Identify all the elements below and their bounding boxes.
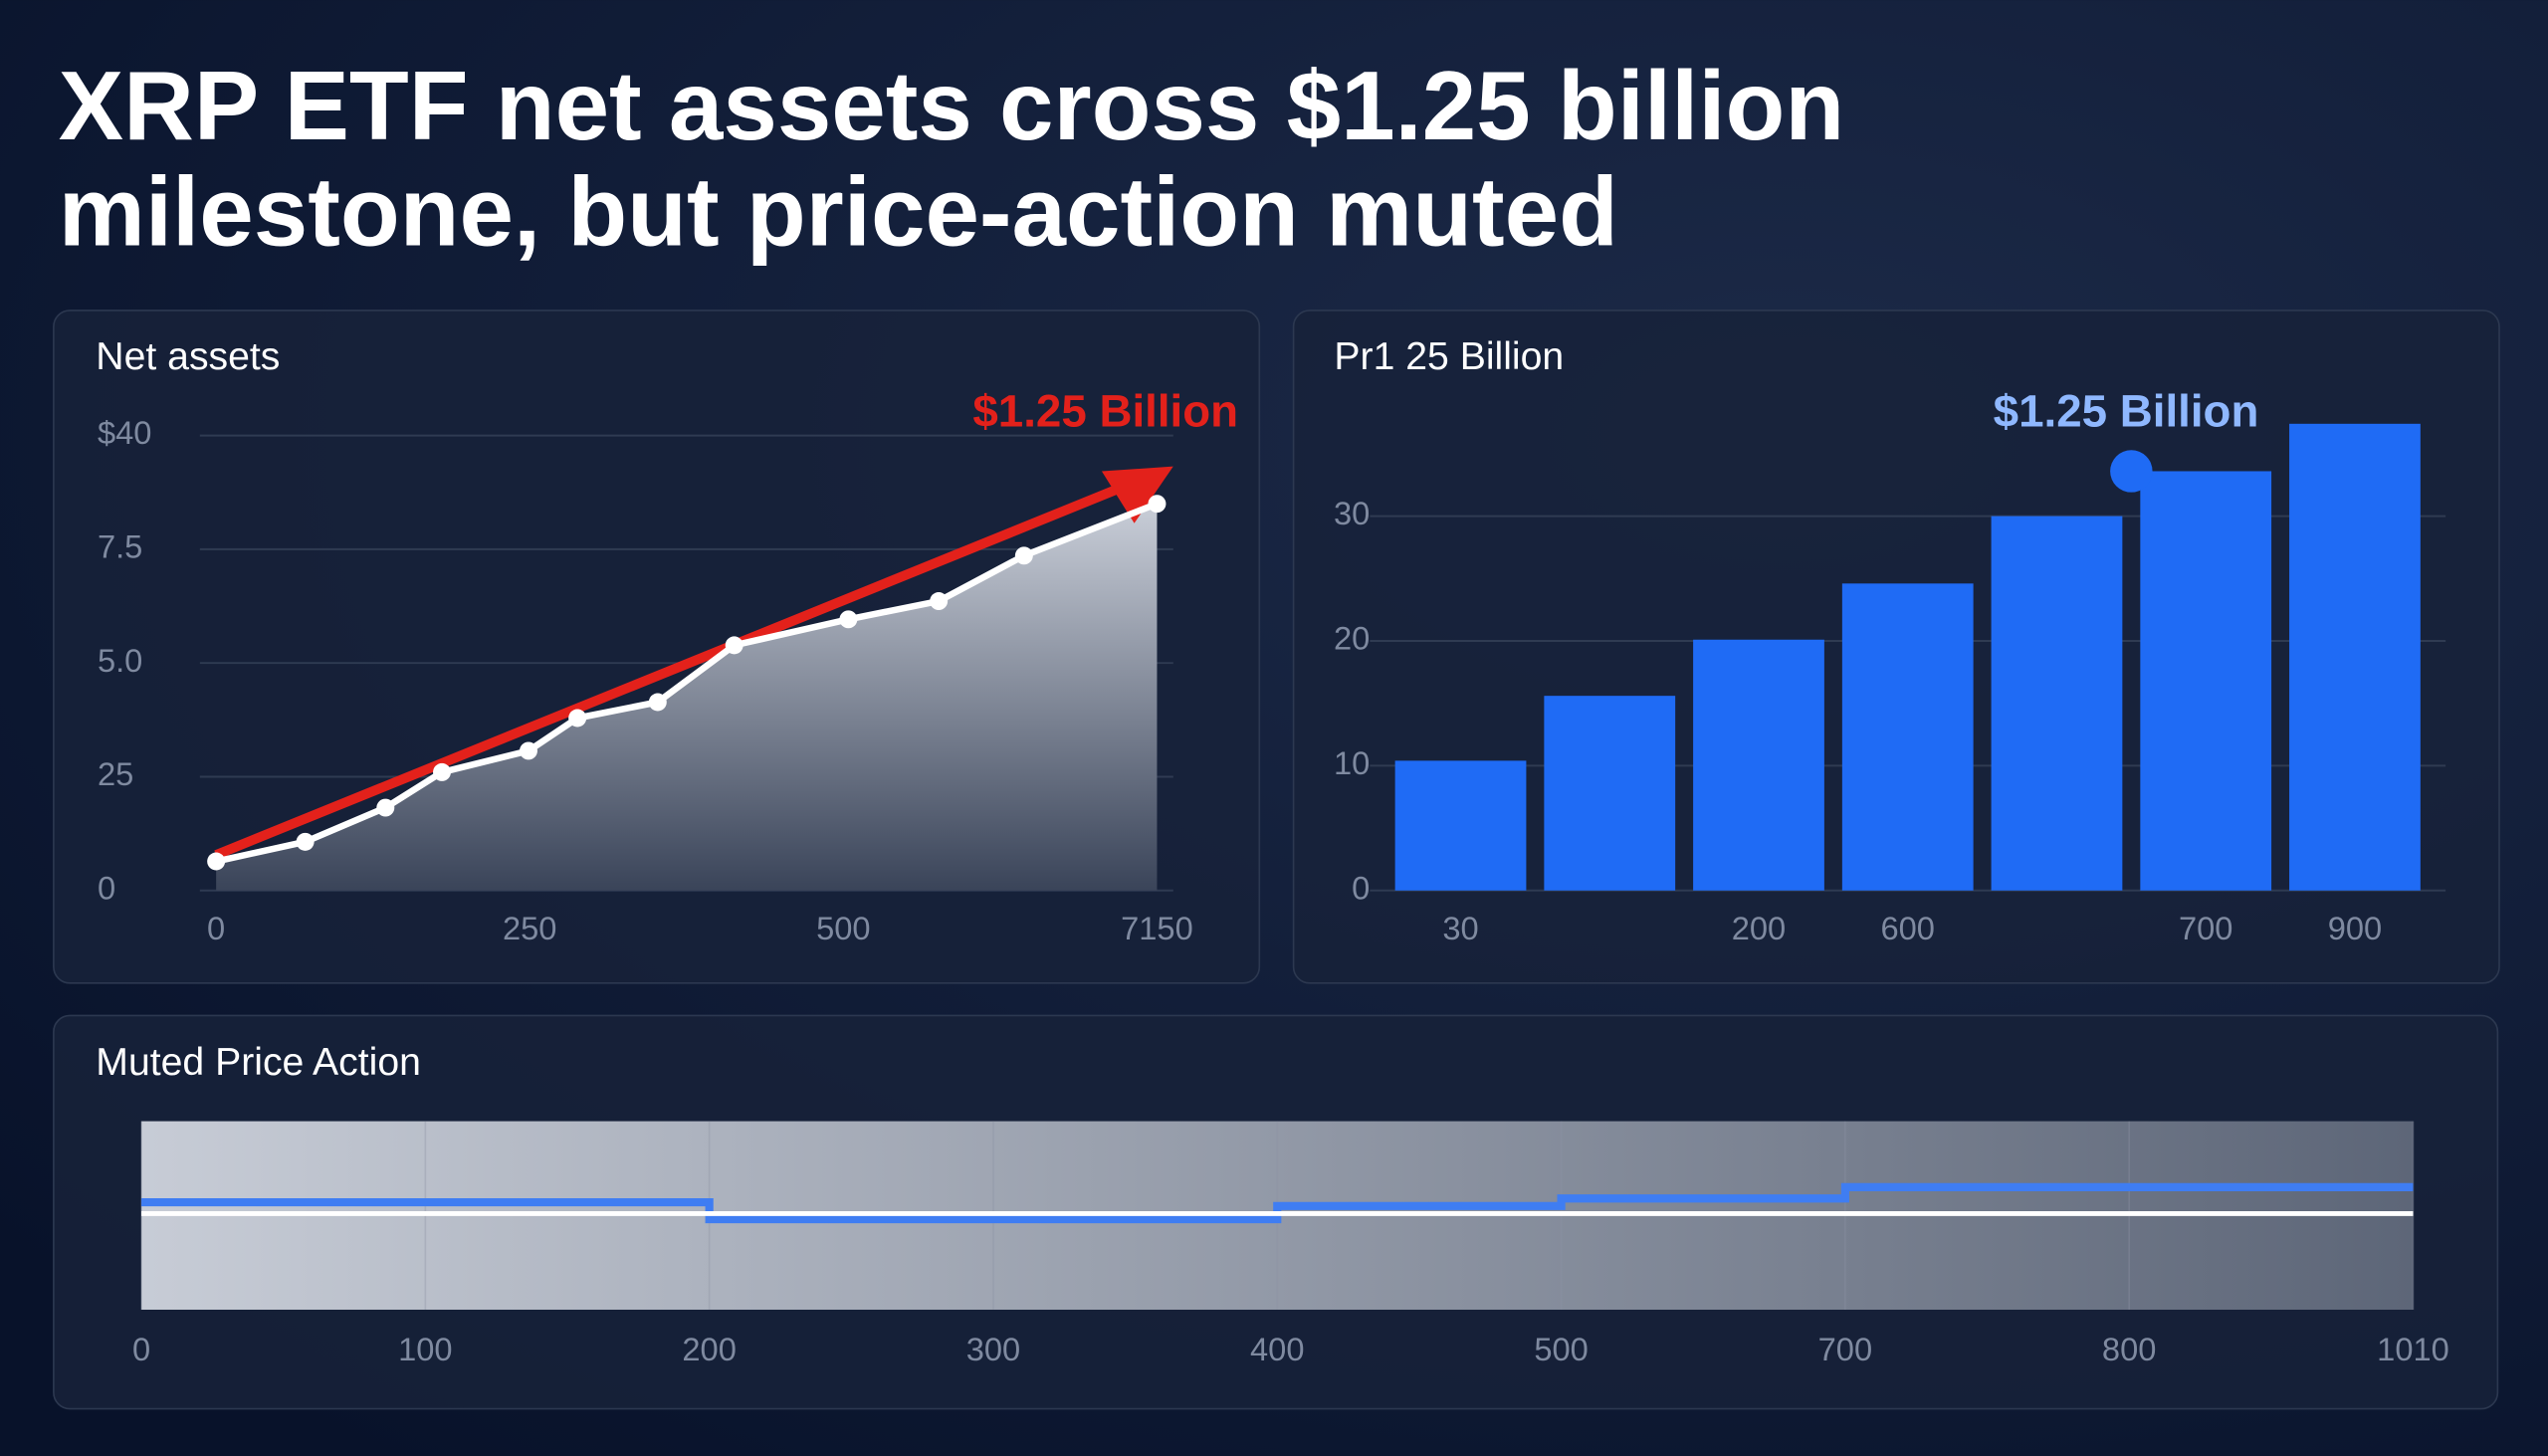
point (1148, 495, 1167, 514)
x-tick-label: 250 (503, 910, 556, 946)
point (930, 592, 949, 611)
y-tick-label: $40 (98, 414, 151, 451)
page-title: milestone, but price-action muted (59, 156, 1618, 266)
x-tick-label: 700 (2179, 910, 2232, 946)
y-tick-label: 7.5 (98, 528, 142, 565)
panel-title: Pr1 25 Billion (1334, 335, 1564, 378)
line (141, 1182, 2414, 1224)
x-tick-label: 100 (398, 1331, 452, 1367)
point (520, 741, 537, 760)
x-tick-label: 30 (1442, 910, 1478, 946)
x-tick-label: 800 (2102, 1331, 2156, 1367)
y-tick-label: 30 (1334, 495, 1370, 531)
bar (2289, 423, 2421, 891)
bar (1841, 583, 1974, 891)
x-tick-label: 500 (816, 910, 870, 946)
x-tick-label: 200 (1732, 910, 1786, 946)
point (376, 798, 395, 817)
y-tick-label: 10 (1334, 744, 1370, 781)
y-tick-label: 20 (1334, 620, 1370, 657)
x-tick-label: 7150 (1121, 910, 1193, 946)
page-title: XRP ETF net assets cross $1.25 billion (59, 51, 1844, 160)
point (1014, 546, 1033, 565)
y-tick-label: 25 (98, 755, 133, 792)
bar (2140, 471, 2272, 891)
panel-title: Net assets (96, 335, 280, 378)
trend-arrow-head (1101, 466, 1173, 523)
x-tick-label: 1010 (2377, 1331, 2449, 1367)
y-tick-label: 0 (1352, 869, 1370, 906)
point (725, 636, 743, 655)
x-tick-label: 300 (966, 1331, 1020, 1367)
point (568, 709, 587, 728)
panel-title: Muted Price Action (96, 1041, 421, 1084)
annotation-dot (2110, 450, 2153, 493)
annotation: $1.25 Billion (1994, 385, 2259, 436)
point (207, 852, 226, 871)
x-tick-label: 900 (2328, 910, 2382, 946)
line (215, 501, 1159, 865)
bar (1693, 639, 1824, 891)
x-tick-label: 700 (1818, 1331, 1872, 1367)
bar (1394, 760, 1527, 891)
annotation: $1.25 Billion (972, 385, 1238, 436)
x-tick-label: 500 (1534, 1331, 1588, 1367)
bar (1544, 696, 1676, 891)
x-tick-label: 600 (1881, 910, 1935, 946)
point (296, 832, 315, 851)
point (433, 762, 451, 781)
x-tick-label: 200 (682, 1331, 736, 1367)
x-tick-label: 0 (207, 910, 225, 946)
area (216, 504, 1158, 891)
bar (1991, 516, 2123, 891)
point (839, 610, 858, 629)
x-tick-label: 400 (1250, 1331, 1304, 1367)
trend-arrow (214, 476, 1140, 860)
x-tick-label: 0 (132, 1331, 150, 1367)
y-tick-label: 0 (98, 869, 115, 906)
point (648, 693, 667, 712)
y-tick-label: 5.0 (98, 642, 142, 679)
